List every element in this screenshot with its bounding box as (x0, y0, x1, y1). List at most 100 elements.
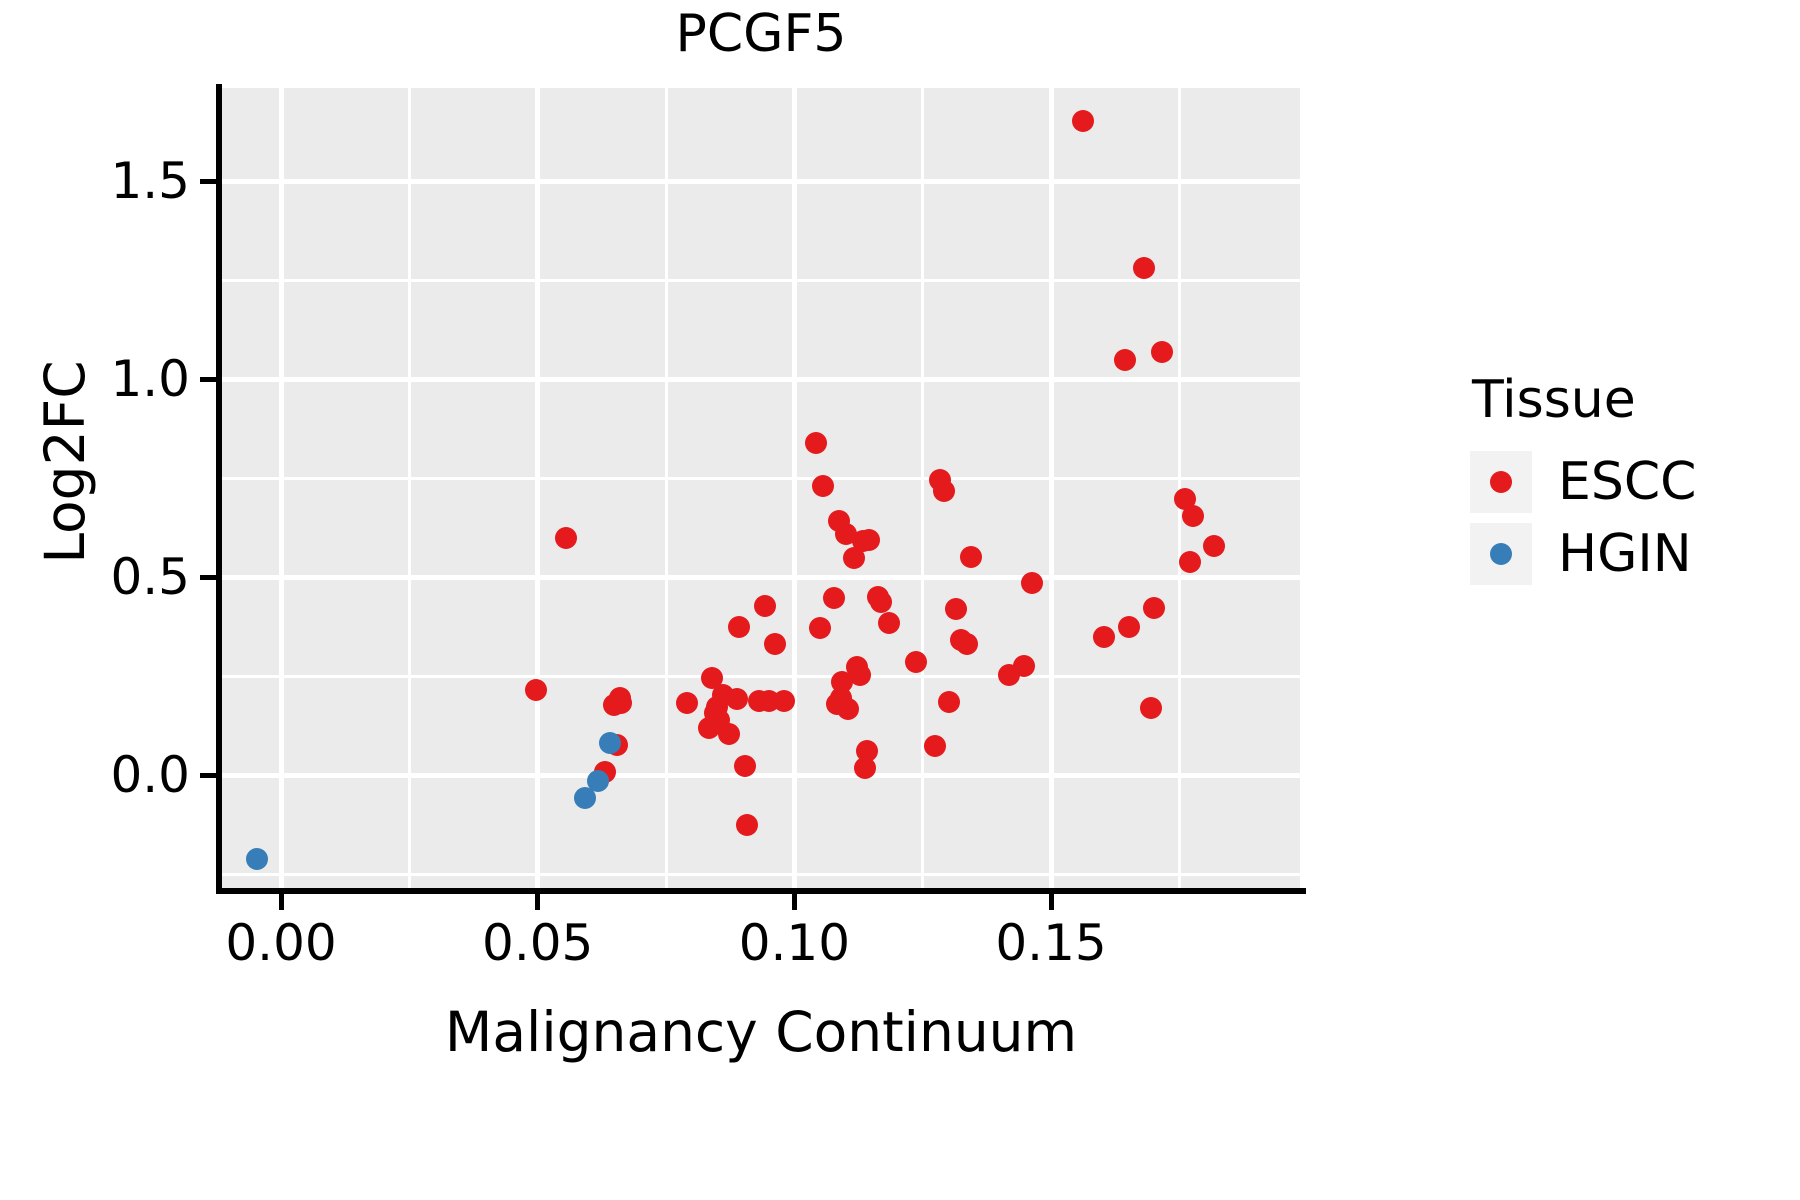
x-tick-mark (535, 894, 541, 910)
scatter-point-hgin (246, 848, 269, 871)
scatter-point-escc (811, 474, 834, 497)
gridline-minor-vertical (664, 88, 668, 888)
scatter-point-escc (1072, 109, 1095, 132)
scatter-point-escc (700, 666, 723, 689)
y-tick-label: 0.0 (110, 746, 190, 805)
scatter-point-escc (728, 616, 751, 638)
x-tick-label: 0.00 (225, 914, 337, 972)
gridline-major-horizontal (222, 376, 1300, 382)
gridline-major-vertical (1048, 88, 1054, 888)
legend-title: Tissue (1472, 370, 1636, 430)
x-tick-mark (1048, 894, 1054, 910)
scatter-point-escc (1114, 349, 1137, 372)
scatter-point-escc (837, 697, 860, 720)
y-tick-label: 1.5 (110, 152, 190, 211)
scatter-point-hgin (587, 770, 610, 793)
scatter-point-escc (831, 671, 854, 694)
scatter-point-hgin (574, 786, 597, 809)
scatter-point-escc (959, 545, 982, 568)
x-axis-line (216, 888, 1306, 894)
scatter-point-escc (904, 651, 927, 674)
scatter-point-escc (1092, 625, 1115, 648)
gridline-minor-horizontal (222, 278, 1300, 282)
scatter-point-escc (763, 633, 786, 656)
x-tick-label: 0.05 (482, 914, 594, 972)
scatter-point-escc (855, 740, 878, 763)
legend-item-escc[interactable]: ESCC (1470, 446, 1800, 518)
gridline-minor-horizontal (222, 872, 1300, 876)
gridline-major-vertical (791, 88, 797, 888)
scatter-point-escc (945, 597, 968, 620)
plot-panel (222, 88, 1300, 888)
y-tick-mark (200, 376, 216, 382)
scatter-point-escc (849, 664, 872, 687)
scatter-point-escc (823, 587, 846, 610)
gridline-minor-vertical (407, 88, 411, 888)
x-tick-label: 0.15 (995, 914, 1107, 972)
y-axis-line (216, 84, 222, 892)
scatter-point-escc (870, 591, 893, 614)
y-axis-title: Log2FC (33, 360, 97, 564)
gridline-minor-vertical (921, 88, 925, 888)
scatter-point-escc (1139, 697, 1162, 720)
legend-key-swatch (1470, 451, 1532, 513)
scatter-point-escc (1012, 654, 1035, 677)
scatter-point-escc (1150, 341, 1173, 364)
scatter-point-escc (854, 757, 877, 779)
scatter-point-escc (1174, 487, 1196, 510)
x-tick-mark (791, 894, 797, 910)
legend-entries: ESCC HGIN (1470, 446, 1800, 590)
y-tick-mark (200, 772, 216, 778)
scatter-point-escc (808, 616, 831, 639)
gridline-minor-vertical (1177, 88, 1181, 888)
scatter-point-escc (937, 690, 960, 713)
scatter-point-escc (525, 678, 548, 701)
gridline-minor-horizontal (222, 476, 1300, 480)
scatter-point-escc (805, 432, 828, 455)
scatter-point-escc (675, 692, 698, 715)
scatter-point-escc (754, 595, 777, 618)
legend-item-hgin[interactable]: HGIN (1470, 518, 1800, 590)
scatter-point-escc (1203, 535, 1226, 558)
scatter-point-escc (773, 689, 796, 712)
gridline-major-horizontal (222, 772, 1300, 778)
gridline-major-horizontal (222, 574, 1300, 580)
scatter-point-escc (609, 692, 632, 715)
scatter-point-escc (736, 814, 759, 837)
scatter-point-escc (1021, 572, 1044, 595)
y-tick-label: 0.5 (110, 548, 190, 607)
scatter-point-escc (717, 722, 740, 745)
scatter-point-escc (924, 735, 947, 758)
gridline-major-vertical (278, 88, 284, 888)
x-axis-title: Malignancy Continuum (444, 1000, 1078, 1064)
x-tick-label: 0.10 (738, 914, 851, 972)
scatter-point-escc (1143, 596, 1166, 619)
legend: Tissue ESCC HGIN (1470, 370, 1800, 590)
scatter-point-escc (877, 611, 900, 634)
y-tick-label: 1.0 (110, 350, 190, 409)
gridline-major-horizontal (222, 178, 1300, 184)
gridline-major-vertical (535, 88, 541, 888)
legend-item-label: HGIN (1558, 524, 1692, 584)
scatter-point-escc (1182, 504, 1205, 527)
legend-dot-icon (1490, 471, 1512, 493)
y-tick-mark (200, 178, 216, 184)
scatter-point-escc (1178, 551, 1201, 574)
scatter-point-escc (858, 528, 881, 551)
scatter-point-escc (933, 479, 956, 502)
scatter-point-escc (555, 527, 578, 550)
page-title: PCGF5 (675, 4, 847, 64)
scatter-point-escc (726, 687, 749, 710)
y-tick-mark (200, 574, 216, 580)
legend-item-label: ESCC (1558, 452, 1697, 512)
gridline-minor-horizontal (222, 674, 1300, 678)
scatter-point-escc (733, 754, 756, 777)
x-tick-mark (278, 894, 284, 910)
scatter-point-escc (1118, 615, 1141, 638)
scatter-point-hgin (599, 731, 622, 754)
scatter-point-escc (1132, 256, 1155, 279)
legend-key-swatch (1470, 523, 1532, 585)
scatter-point-escc (842, 547, 865, 570)
scatter-point-escc (955, 632, 978, 655)
